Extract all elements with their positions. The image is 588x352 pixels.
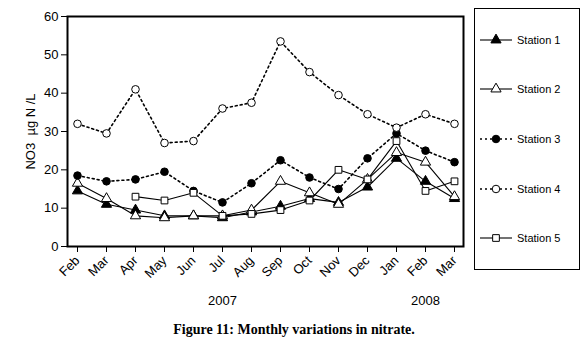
svg-text:Jul: Jul — [205, 253, 227, 275]
svg-text:10: 10 — [44, 200, 58, 215]
svg-text:Sep: Sep — [259, 253, 286, 280]
svg-text:50: 50 — [44, 47, 58, 62]
html-text:Station 3: Station 3 — [517, 133, 561, 145]
svg-text:20: 20 — [44, 162, 58, 177]
svg-text:Jan: Jan — [376, 253, 401, 278]
svg-text:Jun: Jun — [173, 253, 198, 278]
html-text:Station 1: Station 1 — [517, 33, 561, 46]
svg-text:0: 0 — [51, 239, 58, 254]
svg-text:Mar: Mar — [433, 252, 460, 279]
svg-text:30: 30 — [44, 124, 58, 139]
html-text:Station 5: Station 5 — [517, 232, 561, 245]
svg-text:Dec: Dec — [346, 252, 373, 279]
svg-text:Aug: Aug — [230, 253, 257, 280]
svg-text:40: 40 — [44, 85, 58, 100]
svg-text:60: 60 — [44, 9, 58, 24]
svg-text:May: May — [142, 252, 170, 280]
svg-text:Mar: Mar — [85, 252, 112, 279]
svg-text:Apr: Apr — [116, 252, 141, 277]
svg-text:Feb: Feb — [56, 253, 82, 279]
html-text:Station 4: Station 4 — [517, 182, 561, 195]
svg-text:Oct: Oct — [290, 253, 315, 278]
svg-text:2008: 2008 — [411, 293, 440, 308]
html-text:Station 2: Station 2 — [517, 83, 561, 96]
svg-text:2007: 2007 — [208, 293, 237, 308]
svg-text:Nov: Nov — [317, 252, 344, 279]
svg-text:NO3 µg N /L: NO3 µg N /L — [23, 93, 38, 169]
html-text:Figure 11: Monthly variations: Figure 11: Monthly variations in nitrate… — [173, 322, 415, 337]
svg-text:Feb: Feb — [404, 253, 430, 279]
